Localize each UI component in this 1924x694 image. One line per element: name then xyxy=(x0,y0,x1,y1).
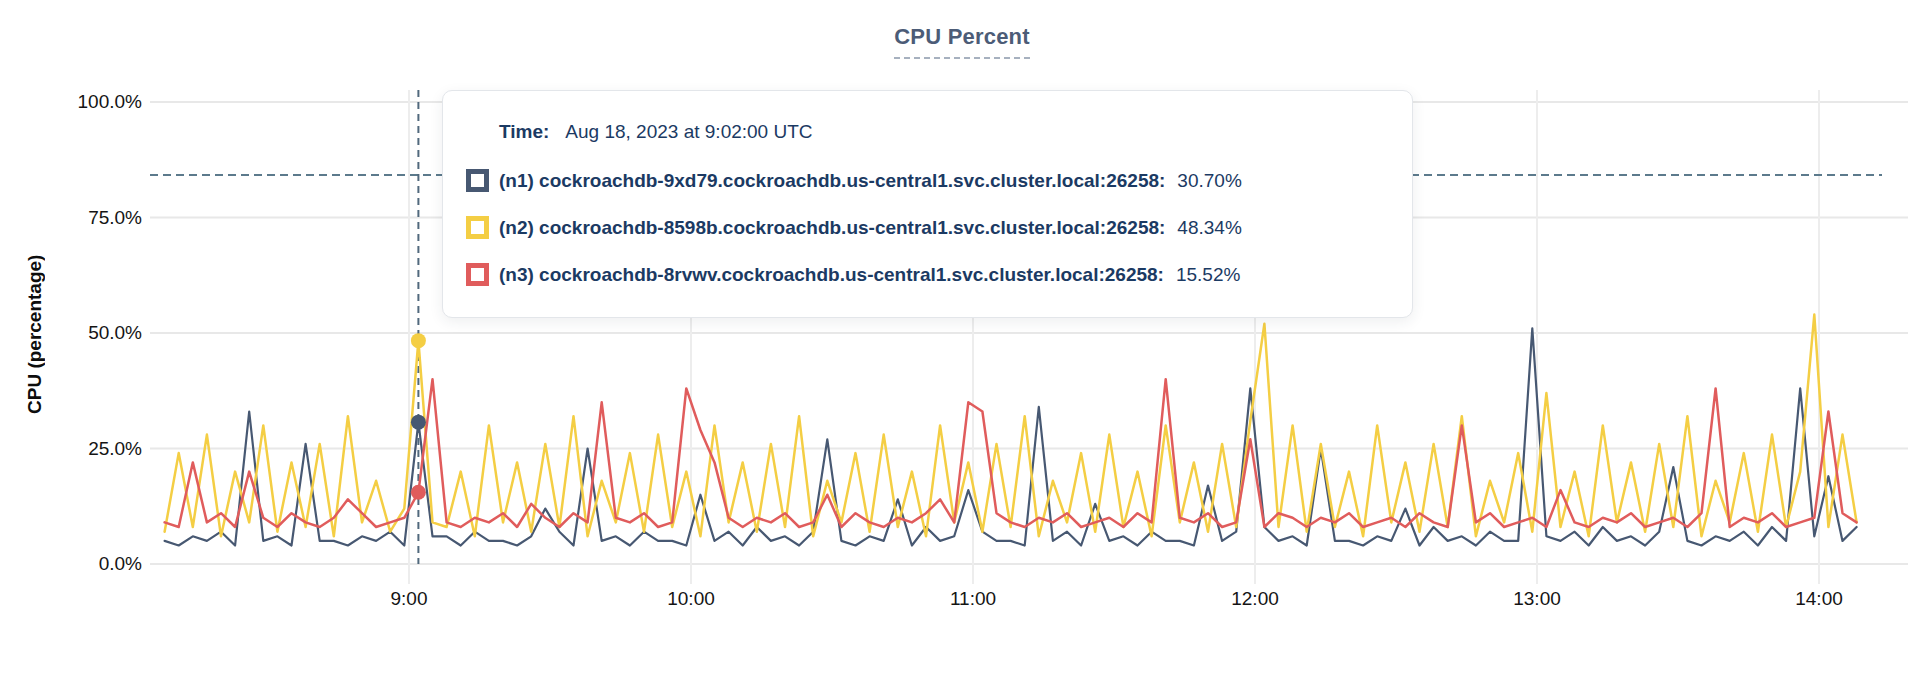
x-tick-11:00: 11:00 xyxy=(928,588,1018,610)
legend-value-n3: 15.52% xyxy=(1176,264,1240,286)
tooltip-time-value: Aug 18, 2023 at 9:02:00 UTC xyxy=(565,121,812,142)
series-n2-swatch-icon xyxy=(466,216,489,239)
legend-value-n2: 48.34% xyxy=(1177,217,1241,239)
legend-value-n1: 30.70% xyxy=(1177,170,1241,192)
legend-label-n2: (n2) cockroachdb-8598b.cockroachdb.us-ce… xyxy=(499,217,1165,239)
legend-label-n1: (n1) cockroachdb-9xd79.cockroachdb.us-ce… xyxy=(499,170,1165,192)
tooltip-time-row: Time: Aug 18, 2023 at 9:02:00 UTC xyxy=(499,121,1382,143)
y-tick-100.0%: 100.0% xyxy=(32,91,142,113)
y-tick-25.0%: 25.0% xyxy=(32,438,142,460)
hover-tooltip: Time: Aug 18, 2023 at 9:02:00 UTC (n1) co… xyxy=(442,90,1413,318)
tooltip-time-label: Time: xyxy=(499,121,549,142)
x-tick-9:00: 9:00 xyxy=(364,588,454,610)
legend-row-n2: (n2) cockroachdb-8598b.cockroachdb.us-ce… xyxy=(466,204,1382,251)
x-tick-13:00: 13:00 xyxy=(1492,588,1582,610)
legend-row-n1: (n1) cockroachdb-9xd79.cockroachdb.us-ce… xyxy=(466,157,1382,204)
y-tick-50.0%: 50.0% xyxy=(32,322,142,344)
series-n3-swatch-icon xyxy=(466,263,489,286)
y-tick-75.0%: 75.0% xyxy=(32,207,142,229)
x-tick-10:00: 10:00 xyxy=(646,588,736,610)
legend-row-n3: (n3) cockroachdb-8rvwv.cockroachdb.us-ce… xyxy=(466,251,1382,298)
hover-dot-n3 xyxy=(411,485,426,500)
y-tick-0.0%: 0.0% xyxy=(32,553,142,575)
series-n1-swatch-icon xyxy=(466,169,489,192)
x-tick-12:00: 12:00 xyxy=(1210,588,1300,610)
legend-label-n3: (n3) cockroachdb-8rvwv.cockroachdb.us-ce… xyxy=(499,264,1164,286)
x-tick-14:00: 14:00 xyxy=(1774,588,1864,610)
hover-dot-n1 xyxy=(411,415,426,430)
hover-dot-n2 xyxy=(411,333,426,348)
